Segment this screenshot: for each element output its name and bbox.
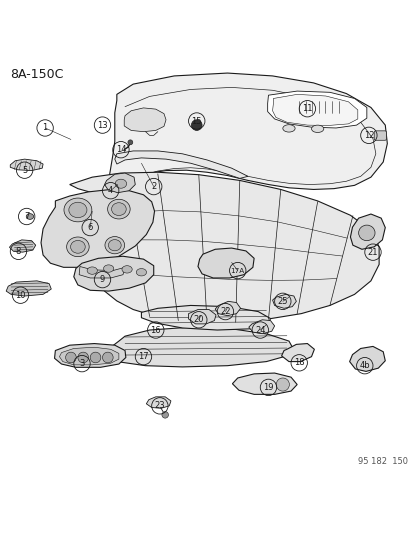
- Text: 22: 22: [220, 307, 230, 316]
- Text: 1: 1: [43, 124, 47, 133]
- Polygon shape: [297, 101, 342, 114]
- Ellipse shape: [103, 265, 114, 272]
- Polygon shape: [188, 310, 216, 324]
- Text: 8: 8: [16, 247, 21, 256]
- Text: 9: 9: [100, 275, 105, 284]
- Text: 25: 25: [277, 297, 287, 306]
- Ellipse shape: [105, 237, 124, 254]
- Text: 12: 12: [363, 131, 373, 140]
- Circle shape: [65, 352, 76, 363]
- Ellipse shape: [66, 237, 89, 257]
- Ellipse shape: [115, 179, 126, 188]
- Ellipse shape: [108, 240, 121, 251]
- Ellipse shape: [358, 225, 374, 241]
- Text: 2: 2: [151, 182, 156, 191]
- Text: 18: 18: [293, 358, 304, 367]
- Polygon shape: [232, 373, 297, 394]
- Polygon shape: [114, 151, 247, 179]
- Text: 95 182  150: 95 182 150: [357, 457, 407, 466]
- Polygon shape: [55, 344, 126, 367]
- Ellipse shape: [111, 203, 126, 215]
- Text: 4: 4: [108, 186, 113, 195]
- Circle shape: [275, 378, 289, 391]
- Polygon shape: [272, 294, 296, 308]
- Text: 24: 24: [254, 326, 265, 335]
- Polygon shape: [59, 347, 119, 365]
- Ellipse shape: [70, 240, 85, 253]
- Text: 23: 23: [154, 401, 165, 410]
- Text: 17A: 17A: [230, 268, 244, 273]
- Polygon shape: [124, 108, 166, 132]
- Polygon shape: [281, 344, 313, 361]
- Polygon shape: [215, 301, 240, 316]
- Ellipse shape: [26, 214, 33, 220]
- Text: 14: 14: [115, 145, 126, 154]
- Polygon shape: [79, 266, 125, 278]
- Ellipse shape: [282, 125, 294, 132]
- Polygon shape: [267, 91, 366, 128]
- Polygon shape: [69, 172, 378, 322]
- Polygon shape: [197, 248, 254, 278]
- Text: 7: 7: [24, 212, 29, 221]
- Polygon shape: [74, 256, 153, 291]
- Polygon shape: [41, 189, 154, 268]
- Polygon shape: [349, 214, 385, 249]
- Ellipse shape: [64, 198, 92, 222]
- Circle shape: [102, 352, 113, 363]
- Polygon shape: [146, 397, 171, 408]
- Text: 10: 10: [15, 290, 26, 300]
- Text: 5: 5: [22, 166, 27, 175]
- Circle shape: [90, 352, 101, 363]
- Circle shape: [161, 411, 168, 418]
- Ellipse shape: [87, 267, 97, 274]
- Text: 3: 3: [79, 359, 85, 368]
- Text: 6: 6: [87, 223, 93, 232]
- Text: 4b: 4b: [358, 361, 369, 370]
- Text: 20: 20: [193, 316, 204, 324]
- Polygon shape: [10, 159, 43, 171]
- Ellipse shape: [107, 199, 130, 219]
- Text: 13: 13: [97, 120, 107, 130]
- Circle shape: [128, 140, 133, 145]
- Text: 11: 11: [301, 104, 312, 113]
- Text: 19: 19: [263, 383, 273, 392]
- FancyBboxPatch shape: [373, 131, 386, 140]
- Text: 15: 15: [191, 117, 202, 125]
- Polygon shape: [141, 305, 270, 330]
- Polygon shape: [110, 327, 292, 367]
- Polygon shape: [248, 320, 274, 334]
- Text: 21: 21: [367, 248, 377, 257]
- Ellipse shape: [311, 125, 323, 133]
- Ellipse shape: [122, 265, 132, 273]
- Polygon shape: [106, 73, 387, 193]
- Ellipse shape: [136, 269, 146, 276]
- Polygon shape: [272, 94, 357, 125]
- Text: 16: 16: [150, 326, 161, 335]
- Polygon shape: [6, 281, 51, 296]
- Polygon shape: [349, 346, 385, 372]
- Circle shape: [191, 120, 202, 131]
- Circle shape: [78, 352, 88, 363]
- Polygon shape: [104, 173, 135, 193]
- Text: 17: 17: [138, 352, 148, 361]
- Ellipse shape: [69, 202, 87, 217]
- Text: 8A-150C: 8A-150C: [10, 68, 64, 80]
- Polygon shape: [9, 240, 36, 252]
- Polygon shape: [329, 108, 342, 112]
